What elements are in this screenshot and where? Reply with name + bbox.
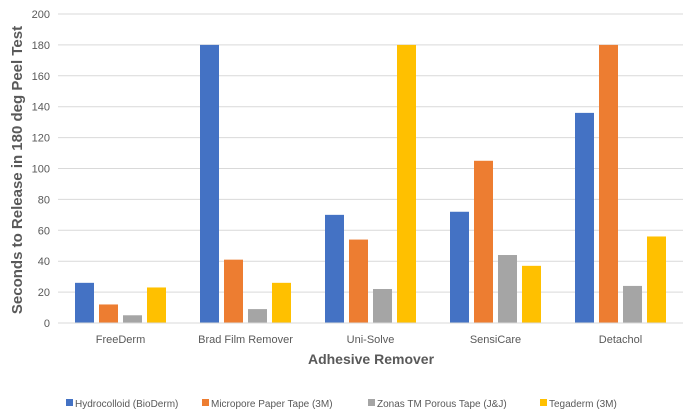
- x-axis-title: Adhesive Remover: [308, 351, 435, 367]
- bar: [325, 214, 344, 323]
- x-tick-label: SensiCare: [470, 334, 521, 346]
- bar: [450, 211, 469, 323]
- legend-swatch: [368, 399, 375, 406]
- legend: Hydrocolloid (BioDerm) Micropore Paper Ta…: [66, 399, 617, 410]
- bar: [147, 287, 166, 323]
- bar: [522, 265, 541, 323]
- legend-swatch: [202, 399, 209, 406]
- x-tick-label: Uni-Solve: [347, 334, 395, 346]
- bar: [272, 282, 291, 323]
- y-tick-label: 160: [32, 71, 50, 83]
- y-tick-label: 60: [38, 225, 50, 237]
- bar: [99, 304, 118, 323]
- bar: [75, 282, 94, 323]
- bar: [123, 315, 142, 323]
- y-tick-label: 140: [32, 102, 50, 114]
- bar: [224, 259, 243, 323]
- bar: [373, 289, 392, 323]
- bar: [599, 44, 618, 324]
- bar: [248, 309, 267, 323]
- bar: [647, 236, 666, 323]
- bar: [200, 44, 219, 324]
- x-tick-label: Detachol: [599, 334, 642, 346]
- legend-swatch: [66, 399, 73, 406]
- legend-label: Micropore Paper Tape (3M): [211, 399, 333, 410]
- y-tick-label: 0: [44, 318, 50, 330]
- bar: [498, 255, 517, 323]
- x-tick-label: Brad Film Remover: [198, 334, 293, 346]
- y-tick-label: 20: [38, 287, 50, 299]
- legend-swatch: [540, 399, 547, 406]
- x-tick-label: FreeDerm: [96, 334, 146, 346]
- legend-label: Hydrocolloid (BioDerm): [75, 399, 178, 410]
- gridlines: [58, 13, 683, 293]
- y-axis-ticks: 0 20 40 60 80 100 120 140 160 180 200: [32, 9, 50, 330]
- bar: [349, 239, 368, 323]
- bars: [75, 44, 666, 324]
- bar: [623, 285, 642, 323]
- bar: [397, 44, 416, 324]
- y-tick-label: 80: [38, 194, 50, 206]
- legend-label: Tegaderm (3M): [549, 399, 617, 410]
- y-tick-label: 200: [32, 9, 50, 21]
- legend-label: Zonas TM Porous Tape (J&J): [377, 399, 507, 410]
- y-tick-label: 120: [32, 133, 50, 145]
- x-axis-ticks: FreeDerm Brad Film Remover Uni-Solve SensiC…: [96, 334, 642, 346]
- y-tick-label: 100: [32, 164, 50, 176]
- bar: [575, 112, 594, 323]
- y-axis-title: Seconds to Release in 180 deg Peel Test: [9, 26, 26, 314]
- y-tick-label: 180: [32, 40, 50, 52]
- bar: [474, 160, 493, 323]
- y-tick-label: 40: [38, 256, 50, 268]
